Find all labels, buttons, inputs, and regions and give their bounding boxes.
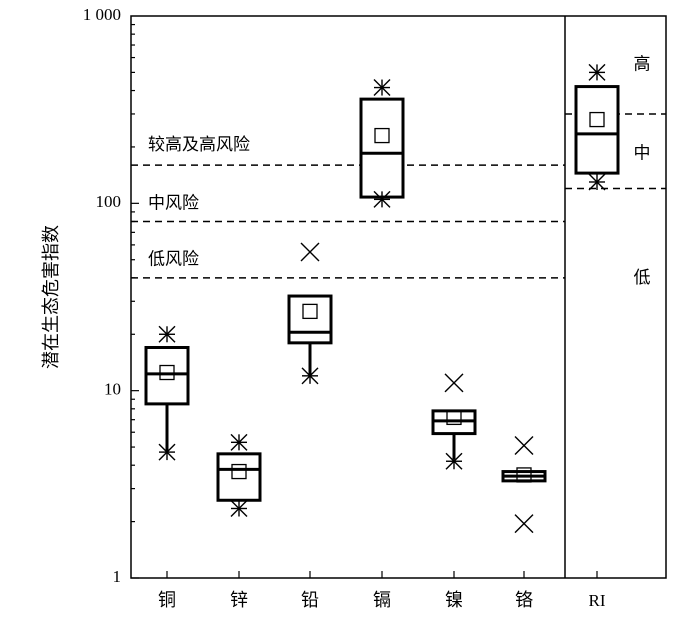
box-铬 (501, 435, 547, 534)
y-axis: 1 10 100 1 000 (83, 5, 139, 586)
x-category-label: 锌 (230, 590, 248, 611)
box-RI (574, 63, 620, 191)
x-category-label: 镍 (445, 590, 463, 611)
box-铅 (287, 242, 333, 385)
y-axis-label: 潜在生态危害指数 (41, 225, 62, 369)
box-镉 (359, 79, 405, 208)
risk-zone-label: 中风险 (148, 193, 199, 213)
box-iqr (216, 452, 262, 502)
risk-zone-label: 低风险 (148, 250, 199, 270)
x-category-label: 铅 (301, 590, 319, 611)
box-镍 (431, 373, 477, 470)
ri-zone-label: 低 (634, 268, 651, 288)
y-tick-label: 1 (113, 567, 122, 586)
box-铜 (144, 325, 190, 461)
x-category-label: 镉 (373, 590, 391, 611)
mean-marker (302, 303, 318, 320)
box-iqr (574, 85, 620, 175)
y-tick-label: 1 000 (83, 5, 121, 24)
outlier-x-marker (514, 514, 534, 534)
box-iqr (144, 345, 190, 406)
outlier-x-marker (514, 435, 534, 455)
ri-zone-label: 中 (634, 143, 651, 163)
box-锌 (216, 433, 262, 517)
mean-marker (446, 409, 462, 426)
x-category-label: 铬 (515, 590, 533, 611)
mean-marker (589, 111, 605, 128)
mean-marker (231, 463, 247, 480)
y-tick-label: 10 (104, 380, 121, 399)
box-series (144, 63, 620, 534)
outlier-x-marker (444, 373, 464, 393)
box-iqr (287, 294, 333, 345)
x-category-label: RI (589, 591, 606, 610)
plot-frame (130, 15, 667, 579)
y-tick-label: 100 (96, 192, 122, 211)
mean-marker (159, 364, 175, 381)
box-iqr (359, 97, 405, 199)
ri-zone-label: 高 (634, 55, 651, 75)
mean-marker (374, 127, 390, 144)
mean-marker (516, 467, 532, 483)
x-category-label: 铜 (158, 590, 176, 611)
outlier-x-marker (300, 242, 320, 262)
x-axis: 铜 锌 铅 镉 镍 铬 RI (158, 571, 606, 611)
risk-zone-label: 较高及高风险 (148, 135, 250, 155)
